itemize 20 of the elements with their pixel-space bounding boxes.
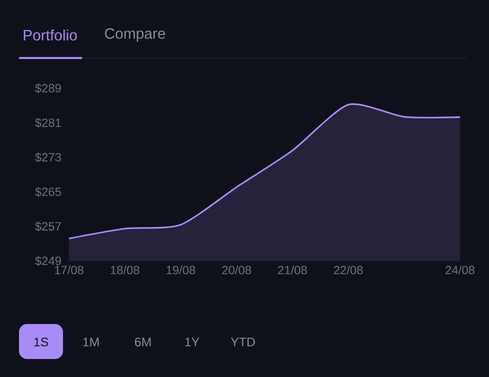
x-tick-label: 24/08 xyxy=(446,266,474,274)
x-tick-label: 21/08 xyxy=(278,266,307,274)
y-tick-label: $249 xyxy=(35,256,61,266)
y-tick-label: $257 xyxy=(35,222,61,232)
x-tick-label: 20/08 xyxy=(222,266,252,274)
x-tick-label: 18/08 xyxy=(110,266,140,274)
text: 6M xyxy=(134,338,151,346)
y-tick-label: $289 xyxy=(35,83,61,94)
y-tick-label: $281 xyxy=(35,118,61,128)
text: 1M xyxy=(83,338,99,346)
text: 1Y xyxy=(185,338,200,346)
x-tick-label: 19/08 xyxy=(166,266,196,274)
text: Portfolio xyxy=(24,30,77,40)
y-tick-label: $265 xyxy=(35,187,61,197)
y-tick-label: $273 xyxy=(35,152,61,162)
text: 1S xyxy=(34,338,48,346)
text: Compare xyxy=(105,28,166,42)
text: YTD xyxy=(230,338,255,346)
x-tick-label: 22/08 xyxy=(334,266,363,274)
x-tick-label: 17/08 xyxy=(54,266,84,274)
